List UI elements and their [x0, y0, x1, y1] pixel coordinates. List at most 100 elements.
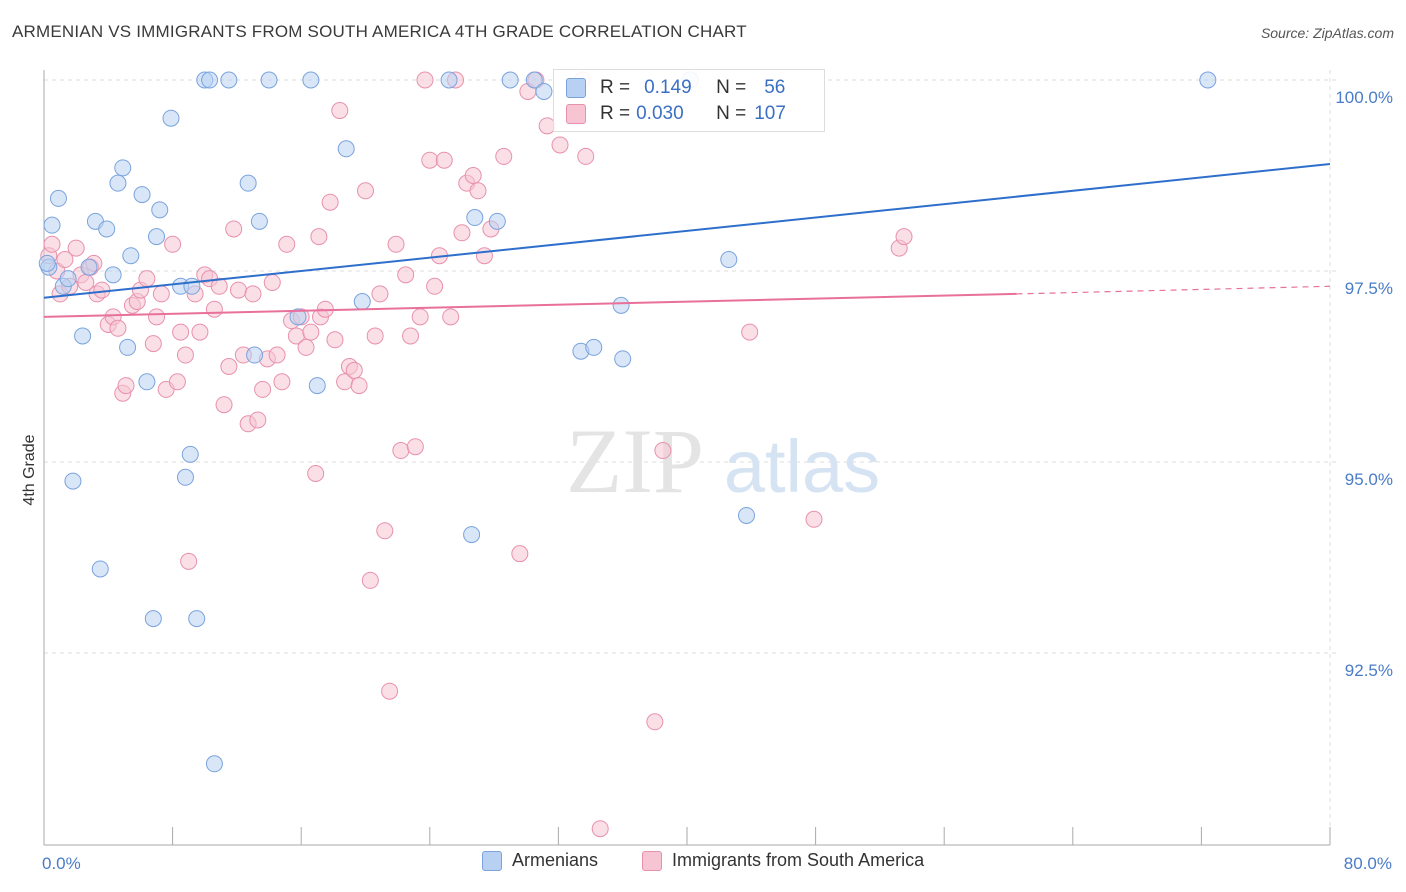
- armenians-point: [104, 266, 122, 284]
- immigrants-point: [421, 151, 439, 169]
- armenians-point: [176, 468, 194, 486]
- immigrants-point: [387, 235, 405, 253]
- armenians-point: [614, 350, 632, 368]
- armenians-point: [144, 610, 162, 628]
- armenians-trend-line: [43, 163, 1331, 299]
- armenians-point: [181, 445, 199, 463]
- immigrants-point: [495, 147, 513, 165]
- immigrants-point: [591, 820, 609, 838]
- pink-swatch-icon: [566, 104, 586, 124]
- x-tick-labels: 0.0% 80.0%: [42, 854, 1392, 873]
- immigrants-point: [469, 182, 487, 200]
- armenians-point: [188, 610, 206, 628]
- armenians-point: [98, 220, 116, 238]
- armenians-point: [114, 159, 132, 177]
- immigrants-point: [117, 377, 135, 395]
- immigrants-point: [109, 319, 127, 337]
- immigrants-point: [297, 338, 315, 356]
- armenians-point: [59, 270, 77, 288]
- armenians-point: [49, 189, 67, 207]
- x-tick-label: 0.0%: [42, 854, 81, 873]
- armenians-point: [260, 71, 278, 89]
- r-label: R =: [600, 77, 631, 98]
- armenians-point: [535, 82, 553, 100]
- y-tick-labels: 100.0% 97.5% 95.0% 92.5%: [1335, 88, 1393, 680]
- immigrants-point: [93, 281, 111, 299]
- immigrants-point: [164, 235, 182, 253]
- immigrants-point: [435, 151, 453, 169]
- armenians-point: [289, 308, 307, 326]
- legend-item-armenians[interactable]: Armenians: [482, 850, 598, 871]
- immigrants-point: [366, 327, 384, 345]
- armenians-point: [205, 755, 223, 773]
- y-tick-label: 95.0%: [1345, 470, 1393, 489]
- y-axis-label: 4th Grade: [21, 434, 38, 505]
- armenians-point: [183, 277, 201, 295]
- grid-lines: [44, 70, 1338, 845]
- watermark: ZIP atlas: [566, 410, 880, 512]
- immigrants-point: [152, 285, 170, 303]
- y-tick-label: 92.5%: [1345, 661, 1393, 680]
- n-value-armenians: 56: [764, 77, 786, 98]
- armenians-point: [246, 346, 264, 364]
- immigrants-point: [176, 346, 194, 364]
- armenians-point: [239, 174, 257, 192]
- immigrants-point: [381, 682, 399, 700]
- immigrants-point: [43, 235, 61, 253]
- immigrants-point: [230, 281, 248, 299]
- immigrants-point: [210, 277, 228, 295]
- armenians-point: [308, 377, 326, 395]
- armenians-point: [612, 296, 630, 314]
- immigrants-point: [172, 323, 190, 341]
- immigrants-point: [416, 71, 434, 89]
- legend-item-immigrants[interactable]: Immigrants from South America: [642, 850, 924, 871]
- armenians-point: [148, 228, 166, 246]
- armenians-point: [64, 472, 82, 490]
- immigrants-point: [426, 277, 444, 295]
- immigrants-point: [144, 335, 162, 353]
- armenians-point: [585, 338, 603, 356]
- armenians-point: [220, 71, 238, 89]
- watermark-zip: ZIP: [566, 410, 704, 512]
- immigrants-point: [397, 266, 415, 284]
- immigrants-point: [371, 285, 389, 303]
- immigrants-point: [577, 147, 595, 165]
- armenians-point: [250, 212, 268, 230]
- stats-row-armenians: R = 0.149 N = 56: [566, 75, 785, 101]
- immigrants-point: [402, 327, 420, 345]
- chart-title: ARMENIAN VS IMMIGRANTS FROM SOUTH AMERIC…: [12, 22, 747, 41]
- immigrants-point: [345, 361, 363, 379]
- armenians-point: [138, 373, 156, 391]
- immigrants-point: [191, 323, 209, 341]
- armenians-point: [353, 293, 371, 311]
- immigrants-point: [148, 308, 166, 326]
- immigrants-point: [654, 442, 672, 460]
- armenians-point: [463, 526, 481, 544]
- armenians-point: [440, 71, 458, 89]
- armenians-point: [74, 327, 92, 345]
- r-label: R =: [600, 103, 631, 124]
- immigrants-point: [464, 167, 482, 184]
- x-tick-label: 80.0%: [1344, 854, 1392, 873]
- immigrants-trend-line: [43, 292, 1017, 318]
- armenians-point: [720, 251, 738, 269]
- blue-swatch-icon: [482, 850, 502, 871]
- immigrants-point: [392, 442, 410, 460]
- immigrants-trend-extension: [1016, 285, 1331, 295]
- immigrants-point: [406, 438, 424, 456]
- axes: [43, 70, 1331, 846]
- n-value-immigrants: 107: [754, 103, 786, 124]
- immigrants-point: [361, 571, 379, 589]
- y-tick-label: 100.0%: [1335, 88, 1393, 107]
- trend-lines: [43, 163, 1331, 318]
- r-value-immigrants: 0.030: [636, 103, 684, 124]
- immigrants-point: [278, 235, 296, 253]
- pink-swatch-icon: [642, 850, 662, 871]
- immigrants-point: [376, 522, 394, 540]
- armenians-point: [1199, 71, 1217, 89]
- immigrants-point: [168, 373, 186, 391]
- immigrants-point: [350, 377, 368, 395]
- blue-swatch-icon: [566, 78, 586, 98]
- immigrants-point: [310, 228, 328, 246]
- legend-label-armenians: Armenians: [512, 850, 599, 870]
